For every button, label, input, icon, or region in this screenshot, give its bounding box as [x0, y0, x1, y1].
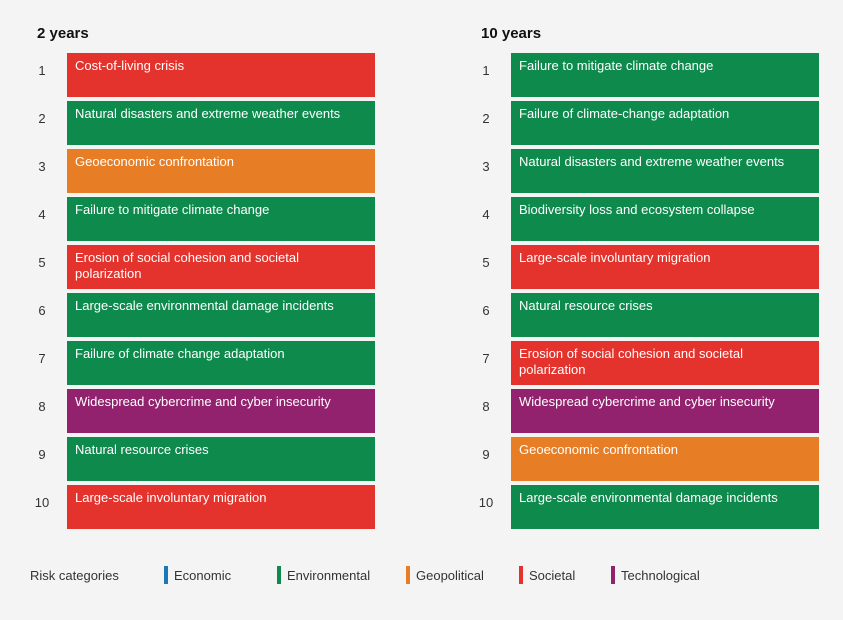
legend-label: Environmental [287, 568, 371, 583]
legend-swatch [277, 566, 281, 584]
rank-row: 1 Cost-of-living crisis [0, 53, 420, 97]
legend-swatch [611, 566, 615, 584]
legend-swatch [164, 566, 168, 584]
rank-row: 1 Failure to mitigate climate change [444, 53, 843, 97]
legend-swatch [519, 566, 523, 584]
rank-row: 8 Widespread cybercrime and cyber insecur… [444, 389, 843, 433]
risk-box-societal: Large-scale involuntary migration [67, 485, 375, 529]
risk-box-environmental: Large-scale environmental damage inciden… [67, 293, 375, 337]
risk-box-environmental: Natural resource crises [511, 293, 819, 337]
rank-number: 7 [482, 351, 490, 366]
rank-row: 6 Large-scale environmental damage incide… [0, 293, 420, 337]
risk-box-environmental: Natural resource crises [67, 437, 375, 481]
legend-label: Societal [529, 568, 576, 583]
risk-box-societal: Erosion of social cohesion and societal … [511, 341, 819, 385]
rank-number: 7 [38, 351, 46, 366]
rank-row: 9 Geoeconomic confrontation [444, 437, 843, 481]
rank-number: 10 [478, 495, 494, 510]
rank-row: 10 Large-scale environmental damage incid… [444, 485, 843, 529]
rank-row: 3 Geoeconomic confrontation [0, 149, 420, 193]
legend-swatch [406, 566, 410, 584]
rank-number: 8 [38, 399, 46, 414]
rank-row: 4 Biodiversity loss and ecosystem collaps… [444, 197, 843, 241]
legend-label: Geopolitical [416, 568, 484, 583]
rank-number: 5 [38, 255, 46, 270]
rank-number: 4 [482, 207, 490, 222]
risk-box-environmental: Failure of climate-change adaptation [511, 101, 819, 145]
rank-number: 3 [38, 159, 46, 174]
risk-box-technological: Widespread cybercrime and cyber insecuri… [67, 389, 375, 433]
rank-number: 10 [34, 495, 50, 510]
rank-number: 9 [482, 447, 490, 462]
risk-box-environmental: Biodiversity loss and ecosystem collapse [511, 197, 819, 241]
risk-box-technological: Widespread cybercrime and cyber insecuri… [511, 389, 819, 433]
rank-number: 3 [482, 159, 490, 174]
risk-box-geopolitical: Geoeconomic confrontation [67, 149, 375, 193]
rank-row: 10 Large-scale involuntary migration [0, 485, 420, 529]
rank-number: 2 [38, 111, 46, 126]
risk-box-environmental: Large-scale environmental damage inciden… [511, 485, 819, 529]
rank-row: 2 Failure of climate-change adaptation [444, 101, 843, 145]
risk-box-environmental: Failure of climate change adaptation [67, 341, 375, 385]
risk-box-societal: Large-scale involuntary migration [511, 245, 819, 289]
rank-number: 2 [482, 111, 490, 126]
risk-box-environmental: Failure to mitigate climate change [67, 197, 375, 241]
column-title: 2 years [37, 25, 89, 42]
rank-row: 9 Natural resource crises [0, 437, 420, 481]
rank-row: 5 Erosion of social cohesion and societal… [0, 245, 420, 289]
rank-number: 1 [482, 63, 490, 78]
rank-number: 4 [38, 207, 46, 222]
rank-row: 2 Natural disasters and extreme weather e… [0, 101, 420, 145]
legend-title: Risk categories [30, 568, 119, 583]
risk-box-environmental: Natural disasters and extreme weather ev… [67, 101, 375, 145]
rank-number: 6 [482, 303, 490, 318]
risk-box-geopolitical: Geoeconomic confrontation [511, 437, 819, 481]
rank-number: 6 [38, 303, 46, 318]
rank-row: 8 Widespread cybercrime and cyber insecur… [0, 389, 420, 433]
rank-number: 8 [482, 399, 490, 414]
risk-box-societal: Cost-of-living crisis [67, 53, 375, 97]
column-title: 10 years [481, 25, 542, 42]
risk-box-environmental: Failure to mitigate climate change [511, 53, 819, 97]
risk-box-environmental: Natural disasters and extreme weather ev… [511, 149, 819, 193]
rank-row: 5 Large-scale involuntary migration [444, 245, 843, 289]
rank-number: 5 [482, 255, 490, 270]
legend-label: Technological [621, 568, 700, 583]
rank-number: 1 [38, 63, 46, 78]
legend-label: Economic [174, 568, 232, 583]
rank-row: 6 Natural resource crises [444, 293, 843, 337]
rank-number: 9 [38, 447, 46, 462]
rank-row: 4 Failure to mitigate climate change [0, 197, 420, 241]
rank-row: 7 Failure of climate change adaptation [0, 341, 420, 385]
rank-row: 7 Erosion of social cohesion and societal… [444, 341, 843, 385]
rank-row: 3 Natural disasters and extreme weather e… [444, 149, 843, 193]
risk-box-societal: Erosion of social cohesion and societal … [67, 245, 375, 289]
